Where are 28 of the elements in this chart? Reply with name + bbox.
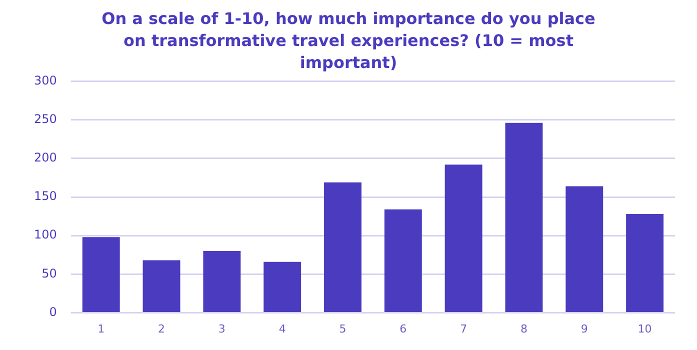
bar	[384, 209, 422, 312]
y-tick-label: 300	[34, 73, 57, 88]
y-tick-label: 100	[34, 228, 57, 242]
x-tick-label: 4	[278, 322, 286, 336]
y-tick-label: 0	[49, 304, 57, 319]
bar	[82, 237, 120, 312]
y-tick-label: 200	[34, 150, 57, 165]
bar	[566, 186, 604, 312]
bar	[505, 122, 543, 312]
x-tick-label: 3	[218, 322, 226, 336]
x-tick-label: 2	[158, 322, 166, 336]
bar	[264, 262, 302, 312]
x-tick-label: 7	[460, 322, 468, 336]
y-tick-label: 150	[34, 189, 57, 204]
bar	[142, 260, 180, 312]
bar	[444, 164, 482, 312]
y-tick-label: 50	[42, 266, 57, 280]
bar	[324, 182, 362, 312]
x-tick-label: 1	[98, 322, 105, 336]
x-tick-label: 8	[520, 322, 528, 336]
chart-title: On a scale of 1-10, how much importance do you place on transformative travel experiences? (10 = most important)	[100, 8, 596, 74]
x-tick-label: 9	[580, 322, 588, 336]
bar	[626, 214, 664, 312]
bar	[203, 251, 241, 312]
y-tick-label: 250	[34, 112, 57, 126]
x-tick-label: 6	[400, 322, 407, 336]
x-tick-label: 10	[638, 322, 652, 336]
x-tick-label: 5	[339, 322, 346, 336]
